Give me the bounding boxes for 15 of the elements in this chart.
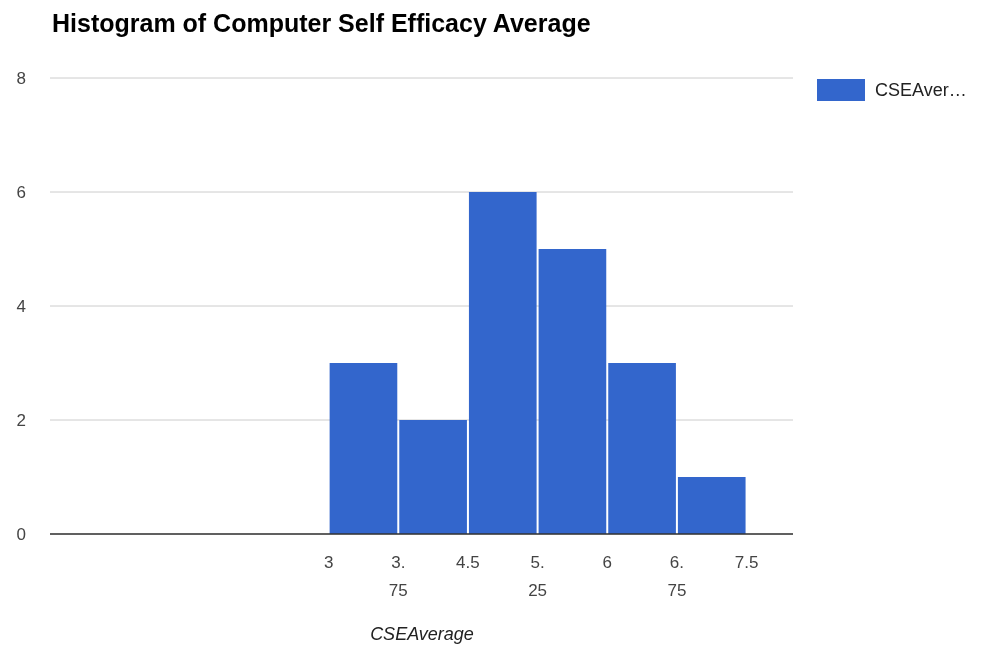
chart-title: Histogram of Computer Self Efficacy Average — [52, 9, 591, 37]
y-tick-label: 4 — [16, 296, 26, 316]
x-tick-label: 6 — [602, 553, 612, 572]
x-tick-label: 3 — [323, 553, 334, 572]
x-tick-label: 6. 75 — [667, 553, 687, 600]
x-tick-label: 3. 75 — [388, 553, 408, 600]
x-axis-title: CSEAverage — [370, 624, 474, 644]
y-tick-label: 2 — [16, 410, 26, 430]
y-tick-label: 0 — [16, 524, 26, 544]
y-tick-label: 6 — [16, 182, 26, 202]
x-tick-label: 7.5 — [734, 553, 759, 572]
x-tick-label: 5. 25 — [528, 553, 548, 600]
y-tick-label: 8 — [16, 68, 26, 88]
legend-label: CSEAver… — [875, 80, 967, 101]
x-tick-label: 4.5 — [456, 553, 480, 572]
